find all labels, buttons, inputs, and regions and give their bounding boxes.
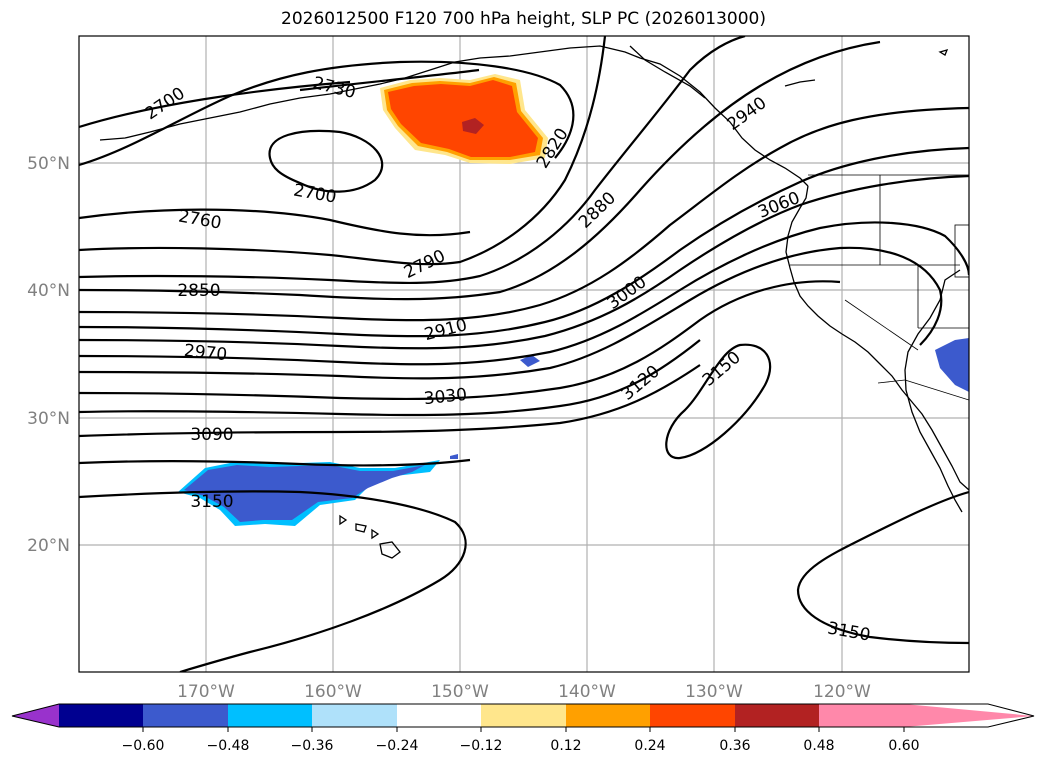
map-plot-area: 2700 2730 2700 2760 2790 2820 2850 2880 … [79,36,969,672]
colorbar-tick-label: −0.24 [376,738,419,754]
colorbar-tick-label: −0.36 [291,738,334,754]
lon-label: 130°W [685,682,743,702]
negative-slp-anomaly-southwest [935,338,969,392]
contour-label: 3150 [826,618,872,645]
colorbar-tick-label: −0.60 [122,738,165,754]
contour-label: 2700 [142,83,189,124]
lon-label: 170°W [177,682,235,702]
colorbar-tick-label: 0.12 [550,738,581,754]
lat-label: 20°N [27,536,70,556]
colorbar-outline [11,703,1035,728]
contour-label: 3000 [604,272,651,314]
colorbar-segment [650,704,735,727]
lat-label: 30°N [27,409,70,429]
lon-label: 150°W [431,682,489,702]
longitude-labels: 170°W 160°W 150°W 140°W 130°W 120°W [177,682,871,702]
colorbar-segment [143,704,228,727]
height-contours [79,36,969,672]
map-frame [78,35,970,673]
contour-label: 3150 [699,348,745,391]
lon-label: 140°W [558,682,616,702]
lat-label: 50°N [27,154,70,174]
lon-label: 160°W [304,682,362,702]
colorbar-tick-label: −0.12 [460,738,503,754]
colorbar-extend-high [904,704,1034,727]
colorbar-tick-label: 0.24 [634,738,665,754]
contour-label: 3060 [755,188,803,223]
contour-label: 2730 [311,73,358,103]
contour-label: 3150 [190,492,233,512]
colorbar: −0.60 −0.48 −0.36 −0.24 −0.12 0.12 0.24 … [11,703,1035,754]
contour-label: 2790 [401,246,449,283]
contour-label: 2940 [724,93,771,135]
positive-slp-anomaly [380,74,548,164]
contour-label: 2850 [177,281,220,301]
contour-label: 3090 [190,425,233,445]
colorbar-segment [481,704,566,727]
lat-label: 40°N [27,281,70,301]
colorbar-segment [312,704,397,727]
colorbar-segment [735,704,820,727]
colorbar-tick-labels: −0.60 −0.48 −0.36 −0.24 −0.12 0.12 0.24 … [122,738,920,754]
colorbar-segment [397,704,482,727]
political-borders [790,174,969,401]
colorbar-extend-low [12,704,59,727]
colorbar-segment [228,704,313,727]
colorbar-tick-label: 0.60 [888,738,919,754]
colorbar-tick-label: −0.48 [207,738,250,754]
contour-label: 2970 [183,341,228,365]
colorbar-ticks [142,727,905,732]
lon-label: 120°W [813,682,871,702]
colorbar-tick-label: 0.48 [803,738,834,754]
colorbar-segment [819,704,904,727]
contour-label: 2700 [292,180,338,207]
colorbar-segment [566,704,651,727]
colorbar-segment [59,704,144,727]
contour-label: 2880 [575,188,620,232]
latitude-labels: 50°N 40°N 30°N 20°N [27,154,70,556]
colorbar-tick-label: 0.36 [719,738,750,754]
contour-label: 3030 [423,385,468,409]
map-title: 2026012500 F120 700 hPa height, SLP PC (… [281,9,766,29]
coastlines [99,45,969,559]
